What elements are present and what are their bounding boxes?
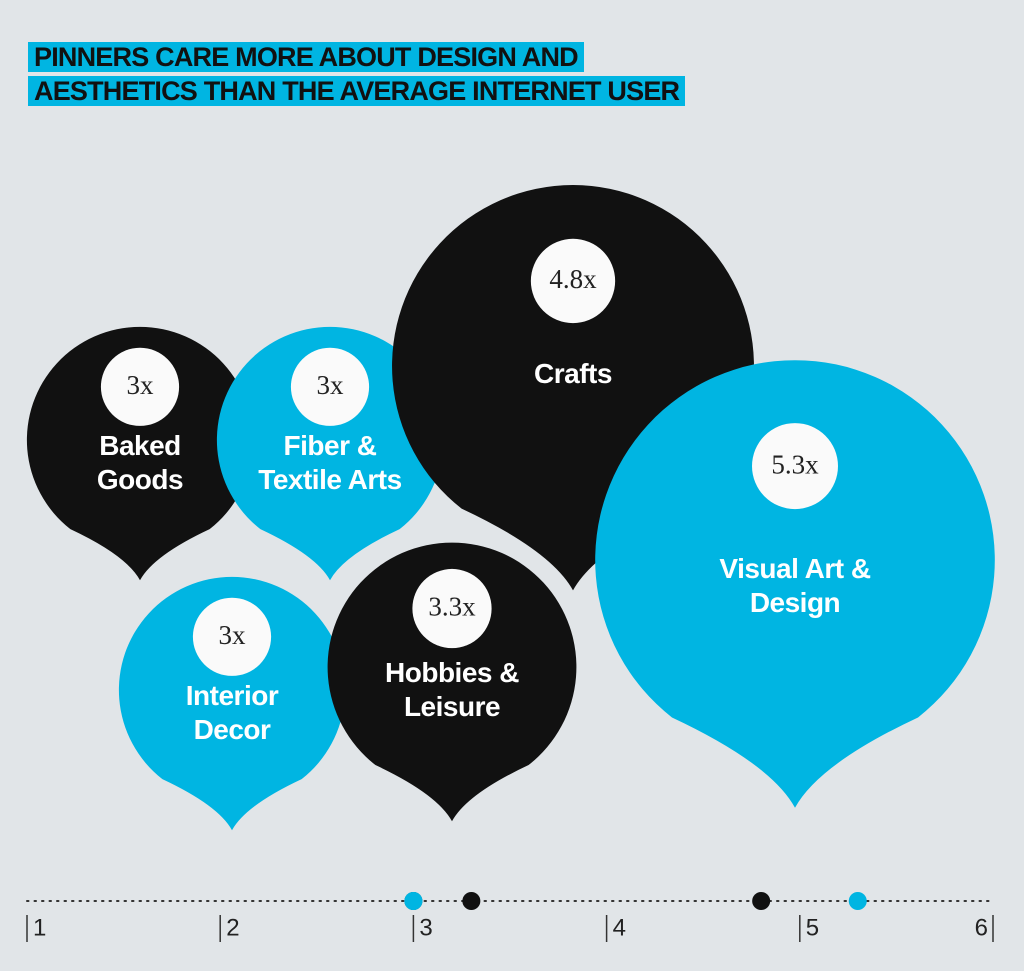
bubble	[26, 326, 254, 581]
value-label: 3x	[219, 620, 247, 650]
value-badge	[100, 347, 180, 426]
x-tick-label: 1	[33, 914, 46, 941]
axis-dot	[404, 892, 423, 910]
value-label: 3.3x	[428, 592, 476, 622]
title-box: PINNERS CARE MORE ABOUT DESIGN AND AESTH…	[28, 40, 688, 108]
category-label: Visual Art & Design	[719, 552, 871, 618]
bubble	[216, 326, 444, 581]
value-label: 3x	[127, 370, 155, 400]
bubble	[327, 542, 577, 822]
bubble	[595, 360, 995, 808]
value-badge	[752, 423, 838, 510]
value-badge	[192, 597, 272, 676]
x-tick-label: 4	[613, 914, 626, 941]
x-tick-label: 5	[806, 914, 819, 941]
category-label: Hobbies & Leisure	[385, 656, 519, 722]
category-label: Crafts	[534, 358, 612, 390]
axis-dot	[752, 892, 771, 910]
category-label: Fiber & Textile Arts	[258, 429, 402, 495]
bubble	[118, 576, 346, 831]
x-tick-label: 2	[226, 914, 239, 941]
value-badge	[290, 347, 370, 426]
category-label: Baked Goods	[96, 429, 184, 495]
category-label: Interior Decor	[185, 679, 279, 745]
value-label: 5.3x	[771, 449, 819, 479]
value-label: 3x	[317, 370, 345, 400]
axis-dot	[848, 892, 867, 910]
x-tick-label: 3	[419, 914, 432, 941]
value-label: 4.8x	[549, 264, 597, 294]
x-tick-label: 6	[975, 914, 988, 941]
axis-dot	[462, 892, 481, 910]
value-badge	[530, 238, 616, 324]
value-badge	[412, 568, 492, 649]
